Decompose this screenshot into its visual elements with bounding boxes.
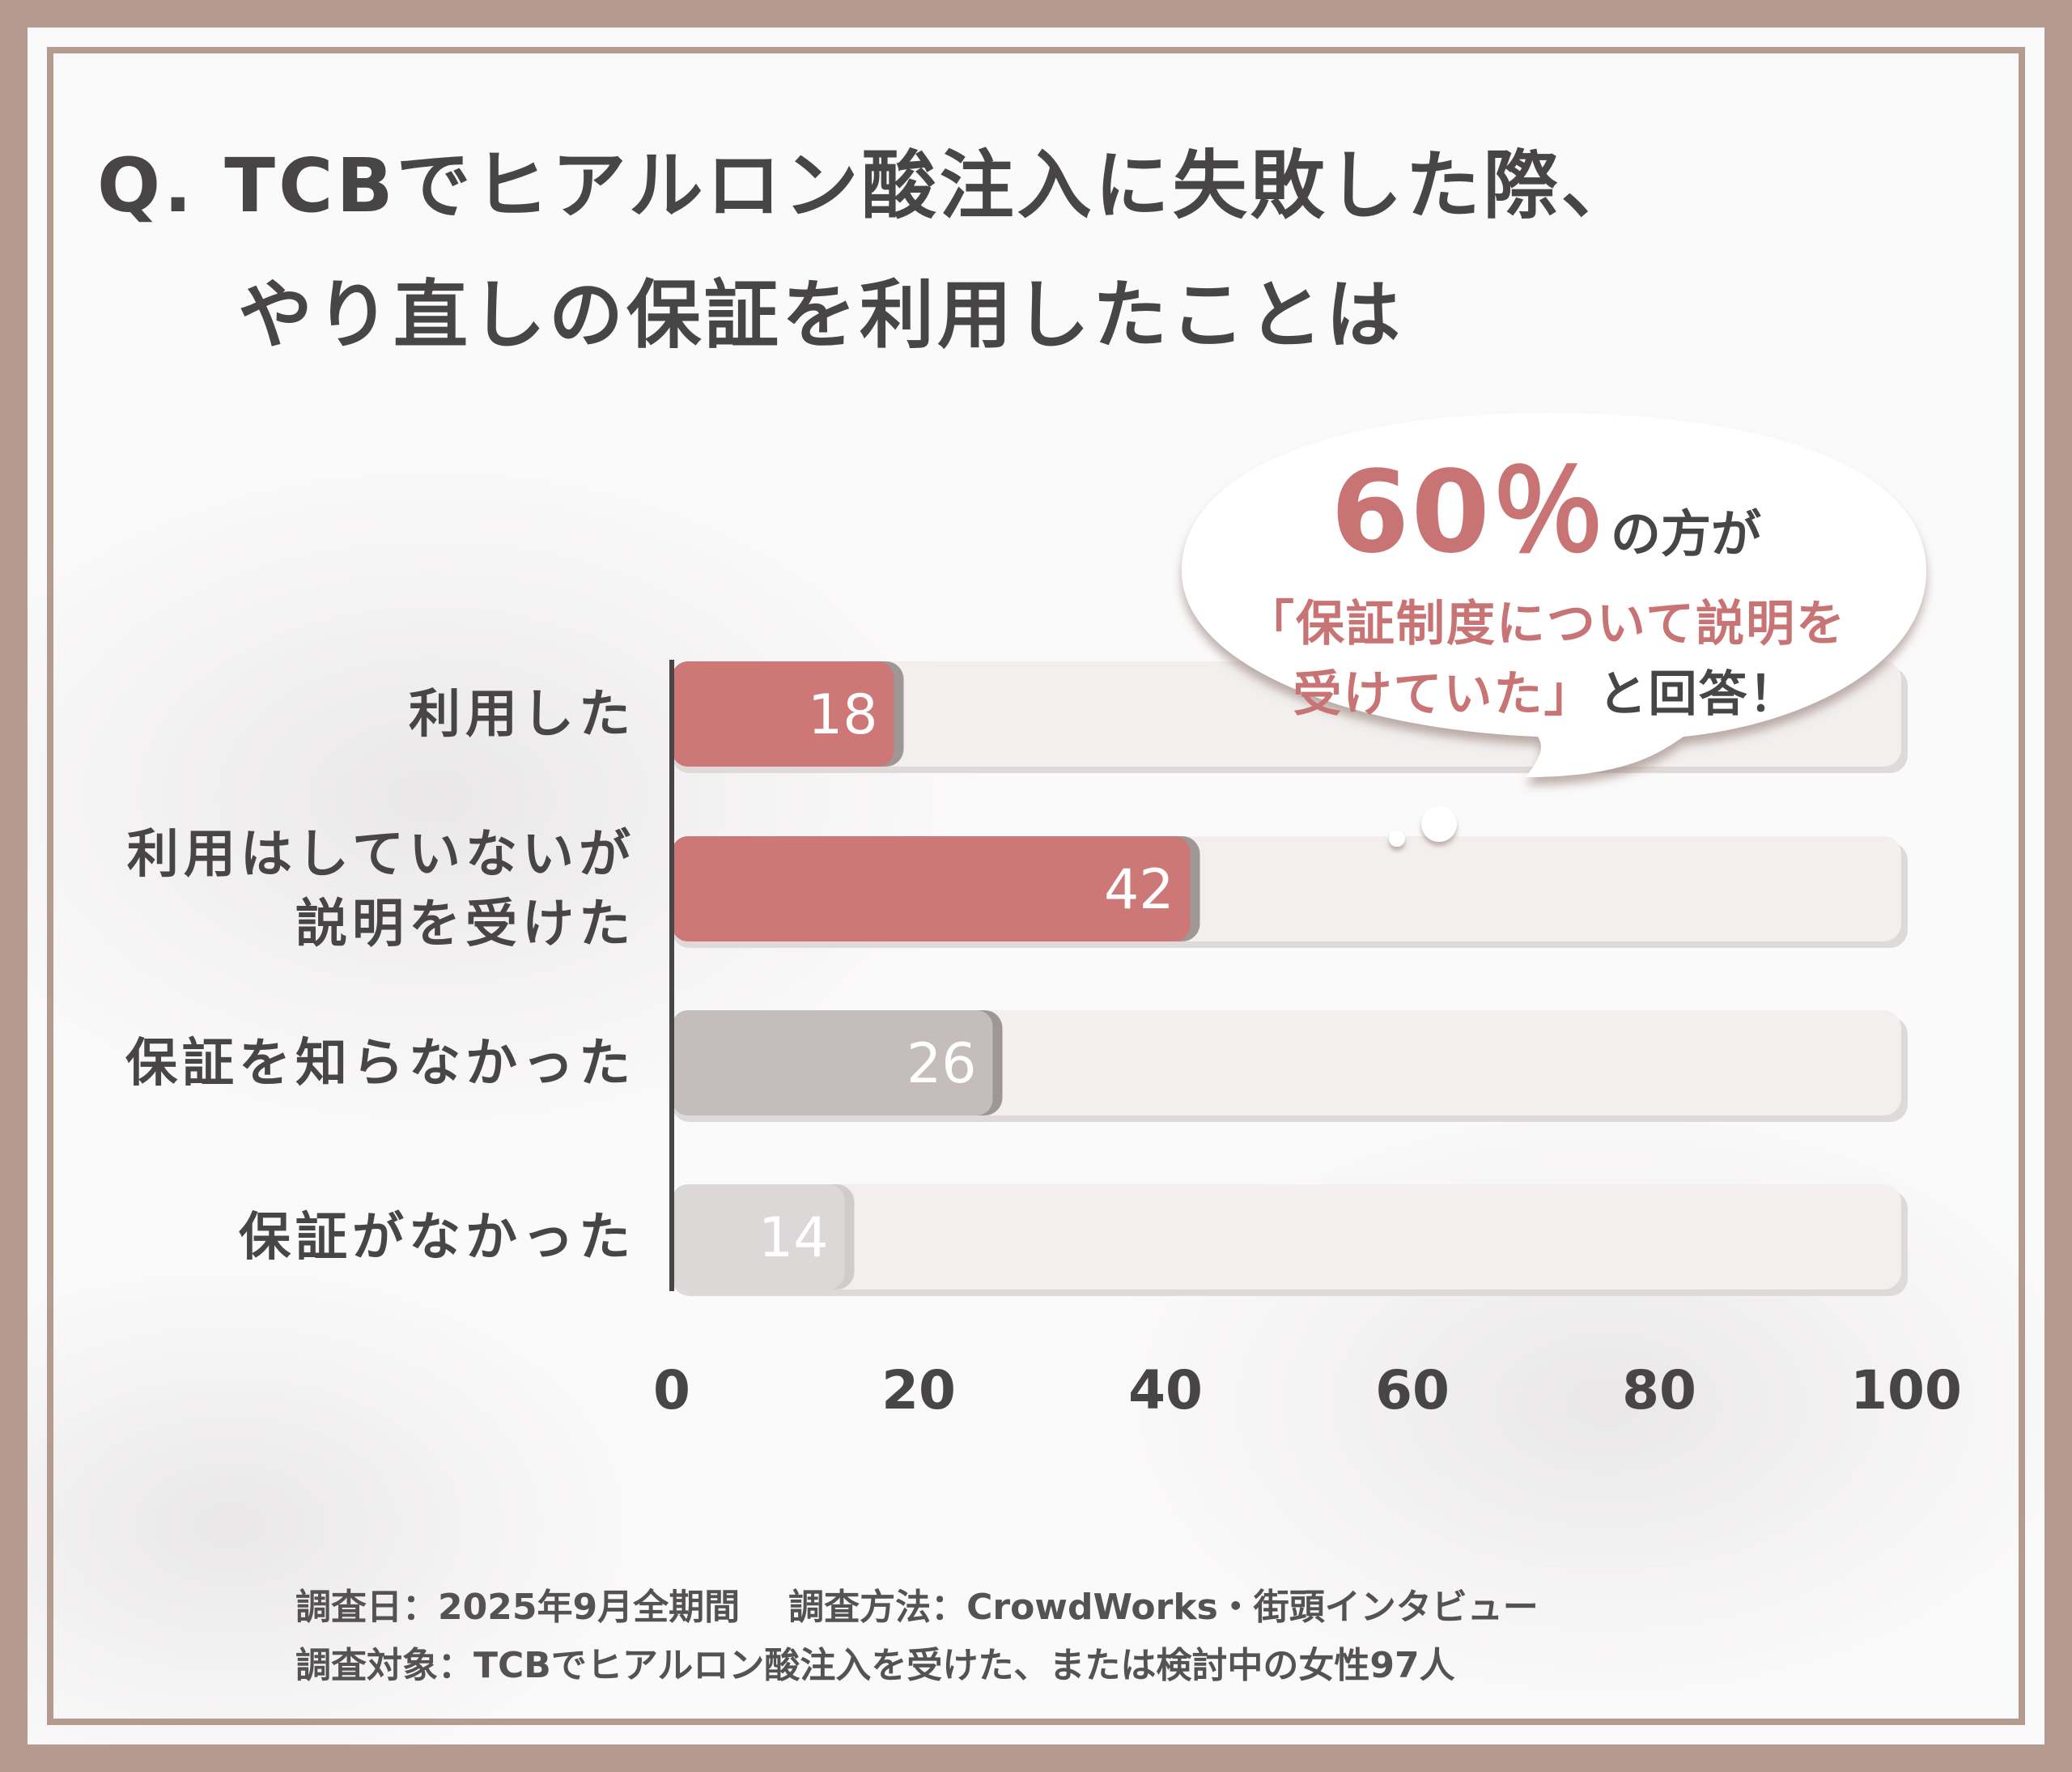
x-tick-labels: 0 20 40 60 80 100 <box>653 1359 1962 1421</box>
callout-quote-row-2: 受けていた」 と回答！ <box>1166 655 1926 725</box>
category-label: 利用はしていないが <box>127 825 635 885</box>
bars <box>672 661 1200 1290</box>
survey-method: 調査方法：CrowdWorks・街頭インタビュー <box>788 1587 1539 1628</box>
category-label: 利用した <box>409 685 635 745</box>
bar-track <box>672 1184 1901 1290</box>
category-label: 保証を知らなかった <box>125 1034 635 1094</box>
x-tick-label: 20 <box>881 1359 956 1421</box>
page-title: Q. TCBでヒアルロン酸注入に失敗した際、 やり直しの保証を利用したことは <box>97 121 1639 380</box>
footer-row-1: 調査日：2025年9月全期間 調査方法：CrowdWorks・街頭インタビュー <box>295 1579 1539 1637</box>
bar <box>672 1010 993 1115</box>
category-label: 保証がなかった <box>239 1208 635 1268</box>
survey-target: 調査対象：TCBでヒアルロン酸注入を受けた、または検討中の女性97人 <box>295 1645 1455 1686</box>
survey-date: 調査日：2025年9月全期間 <box>295 1587 741 1628</box>
value-label: 26 <box>906 1032 977 1096</box>
bar <box>672 661 894 767</box>
x-tick-label: 80 <box>1622 1359 1696 1421</box>
value-label: 42 <box>1104 858 1174 922</box>
bar <box>672 836 1191 941</box>
value-label: 18 <box>808 683 878 747</box>
callout-text: 60％ の方が 「保証制度について説明を 受けていた」 と回答！ <box>1166 421 1926 725</box>
x-tick-label: 40 <box>1128 1359 1203 1421</box>
category-label: 説明を受けた <box>295 894 635 954</box>
callout-headline: 60％ の方が <box>1166 421 1926 584</box>
title-line-2: やり直しの保証を利用したことは <box>238 272 1404 359</box>
callout-percent-suffix: の方が <box>1610 504 1761 563</box>
callout-quote-tail: と回答！ <box>1598 666 1799 723</box>
speech-bubble <box>1182 413 1926 777</box>
value-label: 14 <box>758 1206 829 1270</box>
x-tick-label: 100 <box>1850 1359 1962 1421</box>
value-labels: 18 42 26 14 <box>758 683 1174 1270</box>
callout-quote-line-2: 受けていた」 <box>1293 666 1594 723</box>
thought-dots <box>1389 806 1457 847</box>
x-tick-label: 0 <box>653 1359 690 1421</box>
survey-footer: 調査日：2025年9月全期間 調査方法：CrowdWorks・街頭インタビュー 調… <box>295 1579 1539 1695</box>
x-tick-label: 60 <box>1375 1359 1450 1421</box>
callout-percent: 60％ <box>1331 447 1607 579</box>
bar <box>672 1184 845 1290</box>
callout-quote-line-1: 「保証制度について説明を <box>1245 596 1847 652</box>
title-line-1: Q. TCBでヒアルロン酸注入に失敗した際、 <box>97 142 1639 229</box>
